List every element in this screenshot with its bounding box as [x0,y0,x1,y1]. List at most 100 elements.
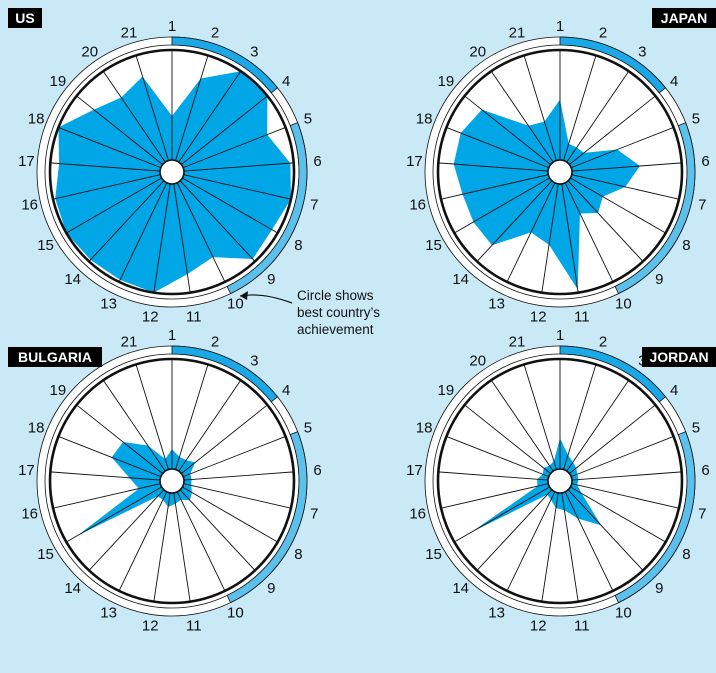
category-label-12: 12 [142,617,159,634]
spoke-15 [454,486,550,543]
band-highlight-primary [171,36,279,94]
spoke-3 [178,70,242,163]
spoke-3 [566,70,630,163]
best-achievement-circle [436,48,684,296]
annotation-line-2: best country’s [297,305,380,320]
category-label-18: 18 [416,420,433,437]
category-label-10: 10 [615,605,632,622]
category-label-9: 9 [655,271,663,288]
category-label-13: 13 [488,296,505,313]
category-label-4: 4 [282,382,290,399]
category-label-1: 1 [556,327,564,344]
spoke-6 [183,471,294,481]
category-label-14: 14 [452,271,469,288]
category-label-2: 2 [211,333,219,350]
band-highlight-secondary [226,122,308,295]
spoke-14 [476,180,553,262]
category-label-6: 6 [313,153,321,170]
category-label-18: 18 [28,111,45,128]
annotation-arrow-head [240,291,248,300]
spoke-21 [523,364,557,470]
category-label-16: 16 [409,196,426,213]
spoke-20 [102,379,166,472]
spoke-6 [571,162,682,172]
radar-panel-jordan: 123456789101112131415161718192021JORDAN [406,327,716,634]
category-label-1: 1 [168,18,176,35]
spoke-15 [66,486,162,543]
country-tag-bg [8,8,42,28]
category-label-1: 1 [168,327,176,344]
band-highlight-primary [559,36,667,94]
data-area-jordan [471,438,602,533]
spoke-15 [66,177,162,234]
category-label-6: 6 [313,462,321,479]
spoke-5 [571,127,674,169]
spoke-8 [570,486,666,543]
spoke-11 [561,492,579,602]
spoke-13 [118,182,168,283]
category-label-16: 16 [21,505,38,522]
country-tag-label: BULGARIA [18,349,92,365]
spoke-2 [175,364,209,470]
category-label-21: 21 [121,24,138,41]
category-label-9: 9 [267,271,275,288]
spoke-21 [523,55,557,161]
spoke-10 [564,182,614,283]
annotation-line-1: Circle shows [297,288,374,303]
category-label-6: 6 [701,153,709,170]
category-label-10: 10 [227,605,244,622]
spoke-9 [179,489,256,571]
category-label-19: 19 [50,73,67,90]
spoke-7 [571,174,680,200]
spoke-5 [183,436,286,478]
category-label-18: 18 [28,420,45,437]
category-label-2: 2 [599,24,607,41]
category-label-8: 8 [294,546,302,563]
spoke-12 [153,183,171,293]
spoke-13 [506,182,556,283]
category-label-18: 18 [416,111,433,128]
category-label-13: 13 [100,605,117,622]
category-label-19: 19 [438,73,455,90]
spoke-11 [173,492,191,602]
category-label-12: 12 [530,617,547,634]
spoke-10 [176,491,226,592]
category-label-5: 5 [692,111,700,128]
category-label-3: 3 [638,43,646,60]
category-label-9: 9 [267,580,275,597]
spoke-20 [490,70,554,163]
category-label-15: 15 [37,237,54,254]
category-label-13: 13 [488,605,505,622]
category-label-11: 11 [186,617,202,634]
category-label-5: 5 [304,420,312,437]
spoke-4 [181,404,268,474]
spoke-10 [176,182,226,283]
category-label-3: 3 [250,352,258,369]
center-hub [547,159,573,185]
center-hub [159,159,185,185]
country-tag-bg [652,8,716,28]
spoke-14 [476,489,553,571]
category-label-10: 10 [615,296,632,313]
spoke-14 [88,180,165,262]
category-label-16: 16 [21,196,38,213]
spoke-4 [181,95,268,165]
spoke-18 [446,436,549,478]
category-label-8: 8 [682,546,690,563]
category-label-7: 7 [698,505,706,522]
spoke-12 [541,492,559,602]
band-highlight-secondary [226,431,308,604]
category-label-13: 13 [100,296,117,313]
spoke-11 [561,183,579,293]
spoke-10 [564,491,614,592]
category-label-14: 14 [64,271,81,288]
spoke-8 [182,177,278,234]
spoke-2 [563,55,597,161]
spoke-16 [52,174,161,200]
spoke-12 [153,492,171,602]
category-label-20: 20 [469,43,486,60]
best-achievement-circle [48,357,296,605]
category-label-15: 15 [37,546,54,563]
category-label-21: 21 [509,333,526,350]
